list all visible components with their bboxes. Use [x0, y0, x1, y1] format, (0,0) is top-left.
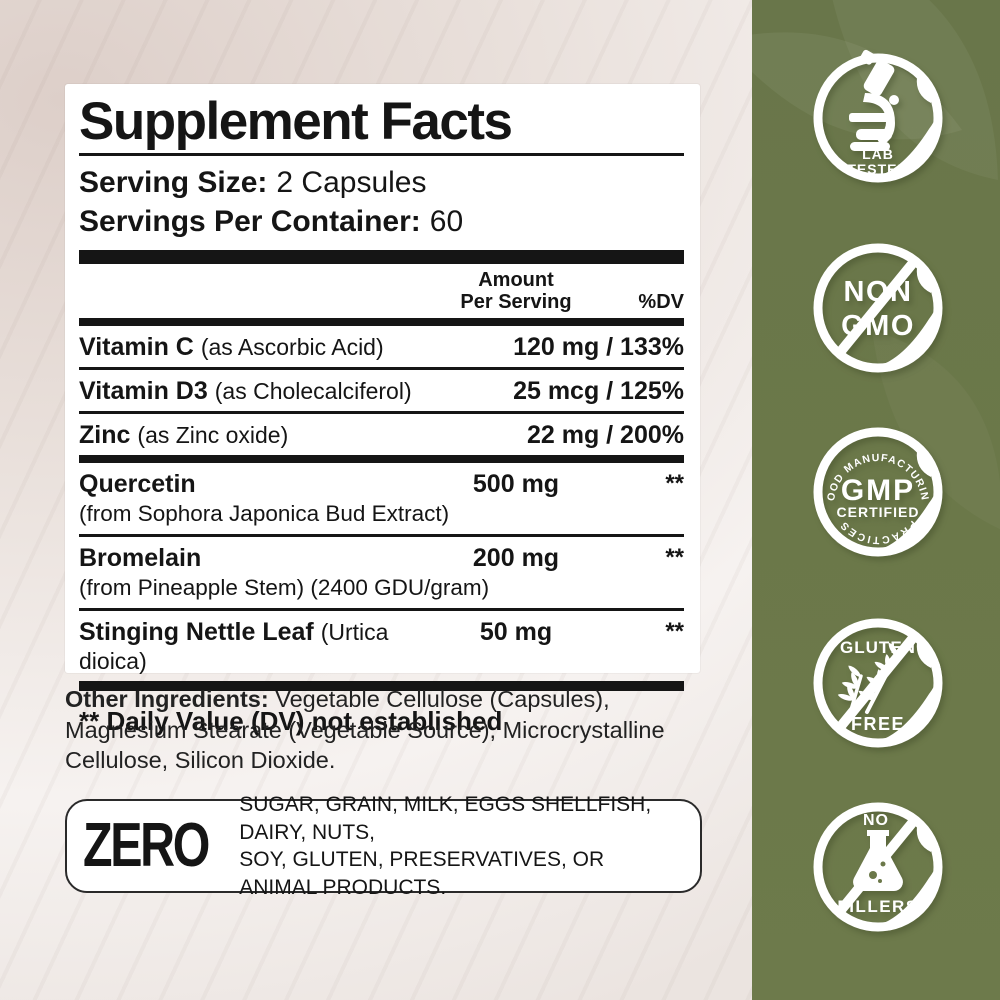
badge-label: GLUTEN: [840, 638, 916, 657]
table-row: Quercetin 500 mg ** (from Sophora Japoni…: [79, 463, 684, 538]
amount-header-line1: Amount: [478, 269, 554, 292]
badge-label: NON: [844, 276, 913, 308]
leaf-swoosh-icon: [835, 662, 942, 745]
wheat-icon: [837, 641, 901, 714]
header-bottom-bar: [79, 318, 684, 327]
leaf-swoosh-icon: [835, 846, 942, 929]
zero-heading: ZERO: [83, 811, 210, 880]
row-divider: [79, 534, 684, 538]
ingredient-amount: 120 mg / 133%: [513, 333, 684, 362]
table-row: Vitamin C (as Ascorbic Acid) 120 mg / 133…: [79, 326, 684, 371]
microscope-icon: [849, 49, 899, 151]
title-divider: [79, 153, 684, 157]
ingredient-subtext: (from Sophora Japonica Bud Extract): [79, 501, 450, 527]
ingredient-name: Zinc: [79, 421, 131, 450]
ingredient-subtext: (from Pineapple Stem) (2400 GDU/gram): [79, 575, 490, 601]
servings-per-container-line: Servings Per Container: 60: [79, 202, 684, 241]
ingredient-name: Stinging Nettle Leaf: [79, 618, 314, 647]
gluten-free-badge: GLUTEN FREE: [813, 618, 943, 748]
zero-allergens-box: ZERO SUGAR, GRAIN, MILK, EGGS SHELLFISH,…: [65, 793, 702, 899]
prohibition-slash-icon: [833, 254, 921, 360]
supplement-facts-panel: Supplement Facts Serving Size: 2 Capsules…: [65, 84, 700, 736]
row-divider: [79, 608, 684, 612]
ingredient-amount: 500 mg: [472, 470, 560, 499]
zero-text-line1: SUGAR, GRAIN, MILK, EGGS SHELLFISH, DAIR…: [239, 793, 652, 844]
ingredient-dv: **: [665, 470, 684, 498]
serving-size-value: 2 Capsules: [276, 166, 427, 200]
zero-text-line2: SOY, GLUTEN, PRESERVATIVES, OR ANIMAL PR…: [239, 848, 605, 899]
leaf-icon: [916, 267, 932, 293]
table-row: Zinc (as Zinc oxide) 22 mg / 200%: [79, 414, 684, 464]
column-header-amount: Amount Per Serving: [416, 269, 616, 313]
badge-label: NO: [863, 812, 889, 829]
badge-label: TESTED: [847, 161, 908, 177]
amount-header-line2: Per Serving: [460, 291, 572, 314]
row-divider: [79, 367, 684, 371]
ingredient-name: Vitamin C: [79, 333, 194, 362]
ingredient-detail: (as Cholecalciferol): [214, 378, 412, 405]
leaf-swoosh-icon: [835, 471, 942, 554]
leaf-icon: [916, 826, 932, 852]
badge-label: LAB: [862, 146, 894, 162]
badge-label: FILLERS: [837, 897, 918, 916]
section-divider: [79, 455, 684, 464]
column-header-row: Amount Per Serving %DV: [79, 264, 684, 318]
ingredient-amount: 200 mg: [472, 544, 560, 573]
ingredient-name: Bromelain: [79, 544, 202, 573]
other-ingredients: Other Ingredients: Vegetable Cellulose (…: [65, 684, 707, 776]
zero-text: SUGAR, GRAIN, MILK, EGGS SHELLFISH, DAIR…: [239, 791, 684, 901]
other-ingredients-text: Vegetable Cellulose (Capsules), Magnesiu…: [65, 686, 665, 773]
badge-label: GMP: [841, 474, 915, 507]
leaf-swoosh-icon: [835, 97, 942, 180]
header-top-bar: [79, 250, 684, 265]
ingredient-name: Vitamin D3: [79, 377, 208, 406]
dv-footnote: ** Daily Value (DV) not established: [79, 706, 503, 737]
panel-title: Supplement Facts: [79, 92, 513, 151]
servings-value: 60: [429, 205, 464, 239]
non-gmo-badge: NON GMO: [813, 243, 943, 373]
badge-sublabel: CERTIFIED: [837, 504, 920, 520]
table-row: Stinging Nettle Leaf (Urtica dioica) 50 m…: [79, 611, 684, 692]
ingredient-detail: (as Zinc oxide): [137, 422, 289, 449]
flask-icon: [853, 830, 903, 891]
ingredient-amount: 22 mg / 200%: [526, 421, 684, 450]
column-header-dv: %DV: [638, 291, 684, 314]
badge-label: FREE: [851, 714, 905, 734]
leaf-icon: [916, 451, 932, 477]
leaf-icon: [916, 642, 932, 668]
ingredient-dv: **: [665, 544, 684, 572]
lab-tested-badge: LAB TESTED: [813, 49, 943, 183]
other-ingredients-label: Other Ingredients:: [65, 686, 269, 712]
leaf-icon: [916, 77, 932, 103]
ingredient-amount: 25 mcg / 125%: [513, 377, 684, 406]
leaf-watermark: [752, 0, 998, 180]
table-bottom-bar: [79, 681, 684, 692]
serving-size-line: Serving Size: 2 Capsules: [79, 163, 684, 202]
servings-label: Servings Per Container:: [79, 205, 421, 239]
ingredient-amount: 50 mg: [479, 618, 553, 647]
leaf-swoosh-icon: [835, 287, 942, 370]
ingredient-detail: (as Ascorbic Acid): [200, 334, 384, 361]
badge-label: GMO: [841, 310, 915, 342]
serving-size-label: Serving Size:: [79, 166, 268, 200]
ingredient-name: Quercetin: [79, 470, 196, 499]
ingredient-dv: **: [665, 618, 684, 646]
ingredient-detail: (Urtica dioica): [79, 619, 389, 675]
no-fillers-badge: NO FILLERS: [813, 802, 943, 932]
row-divider: [79, 411, 684, 415]
table-row: Bromelain 200 mg ** (from Pineapple Stem…: [79, 537, 684, 612]
table-row: Vitamin D3 (as Cholecalciferol) 25 mcg / …: [79, 370, 684, 415]
